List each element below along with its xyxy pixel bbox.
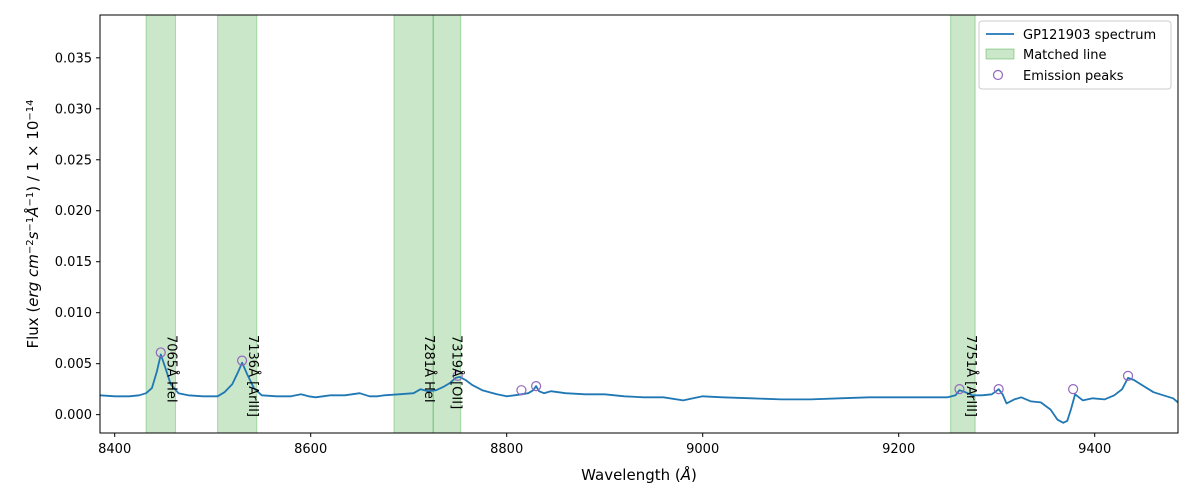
y-tick-label-7: 0.035 — [55, 51, 92, 66]
matched-line-label-4: 7751Å [ArIII] — [963, 335, 979, 417]
x-tick-label-0: 8400 — [98, 442, 131, 457]
y-tick-label-0: 0.000 — [55, 408, 92, 423]
emission-peak-7 — [1068, 384, 1079, 395]
x-tick-label-2: 8800 — [490, 442, 523, 457]
spectrum-series — [99, 353, 1179, 424]
matched-line-label-1: 7136Å [ArIII] — [245, 335, 261, 417]
emission-peak-5 — [954, 384, 965, 395]
matched-band-0 — [145, 14, 176, 434]
legend-band-swatch — [985, 48, 1015, 60]
x-tick-label-5: 9400 — [1078, 442, 1111, 457]
emission-peak-1 — [237, 355, 248, 366]
matched-line-bands — [145, 14, 976, 434]
y-tick-label-5: 0.025 — [55, 153, 92, 168]
emission-peak-4 — [530, 381, 542, 392]
y-tick-label-6: 0.030 — [55, 102, 92, 117]
emission-peak-markers — [155, 347, 1134, 396]
x-tick-label-1: 8600 — [294, 442, 327, 457]
x-axis-ticks: 8400 8600 8800 9000 9200 9400 — [98, 433, 1111, 457]
emission-peak-6 — [993, 384, 1004, 395]
legend-box — [978, 20, 1172, 90]
matched-line-label-2: 7281Å HeI — [421, 335, 437, 403]
emission-peak-2 — [452, 370, 463, 382]
x-axis-label: Wavelength (Å) — [581, 465, 697, 484]
emission-peak-8 — [1122, 370, 1134, 382]
x-tick-label-3: 9000 — [686, 442, 719, 457]
matched-line-labels: 7065Å HeI 7136Å [ArIII] 7281Å HeI 7319Å [OI… — [163, 335, 979, 417]
legend-spectrum-label: GP121903 spectrum — [1023, 28, 1156, 43]
legend: GP121903 spectrum Matched line Emission … — [978, 20, 1172, 90]
emission-peak-3 — [516, 385, 527, 396]
matched-line-label-0: 7065Å HeI — [163, 335, 179, 403]
matched-line-label-3: 7319Å [OII] — [449, 335, 465, 409]
matched-band-2 — [393, 14, 434, 434]
y-axis-label: Flux (erg cm−2s−1Å−1) / 1 × 10−14 — [23, 100, 42, 349]
legend-band-label: Matched line — [1023, 48, 1107, 63]
spectrum-line — [99, 353, 1179, 424]
x-tick-label-4: 9200 — [882, 442, 915, 457]
y-axis-ticks: 0.000 0.005 0.010 0.015 0.020 0.025 0.030 0.035 — [55, 51, 100, 423]
y-tick-label-1: 0.005 — [55, 357, 92, 372]
plot-frame — [99, 14, 1179, 434]
legend-peak-swatch — [992, 69, 1004, 81]
emission-peak-0 — [155, 347, 166, 358]
y-tick-label-3: 0.015 — [55, 255, 92, 270]
legend-peak-label: Emission peaks — [1023, 69, 1124, 84]
y-tick-label-4: 0.020 — [55, 204, 92, 219]
y-tick-label-2: 0.010 — [55, 306, 92, 321]
